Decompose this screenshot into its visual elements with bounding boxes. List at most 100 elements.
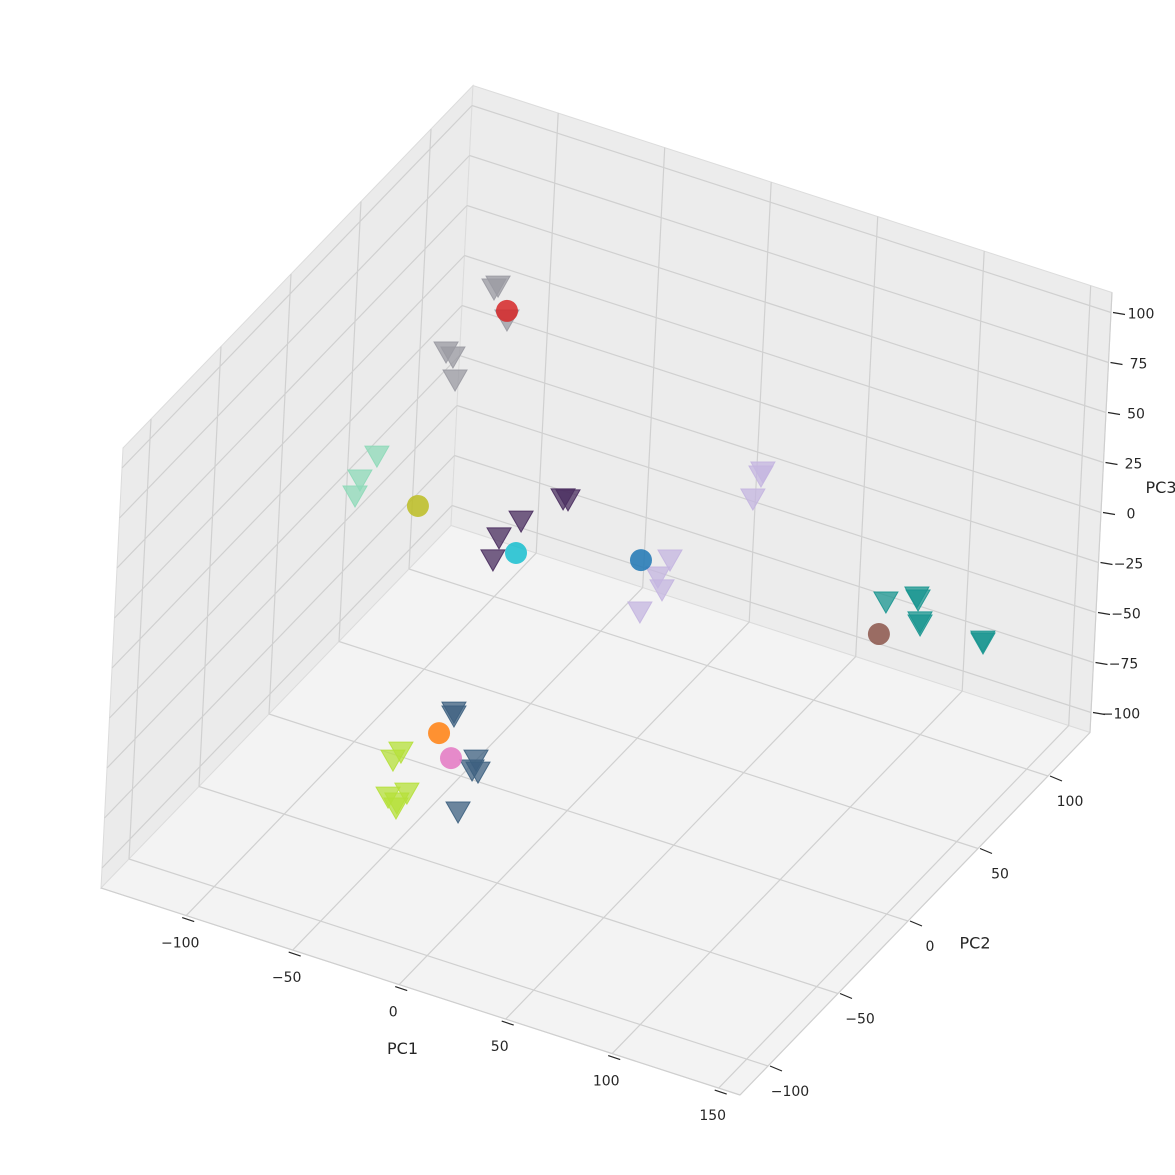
- grid-line: [505, 656, 857, 1020]
- point: [645, 566, 671, 590]
- y-tick-label: 100: [1057, 794, 1084, 810]
- z-tick-label: 75: [1130, 357, 1148, 373]
- x-tick: [608, 1055, 621, 1061]
- grid-line: [101, 505, 453, 869]
- x-axis-title: PC1: [387, 1039, 418, 1058]
- grid-line: [611, 690, 963, 1055]
- point: [905, 589, 931, 612]
- y-axis-line: [739, 732, 1091, 1096]
- point: [627, 601, 653, 625]
- point: [486, 527, 512, 550]
- y-tick: [1049, 775, 1063, 782]
- x-tick-label: 150: [699, 1108, 726, 1124]
- grid-line: [119, 155, 470, 519]
- point: [406, 494, 429, 517]
- point: [495, 299, 518, 322]
- x-tick: [714, 1089, 727, 1095]
- z-tick: [1092, 711, 1106, 716]
- y-tick: [909, 920, 923, 927]
- point: [867, 623, 890, 646]
- grid-line: [104, 455, 455, 819]
- grid-line: [121, 105, 473, 469]
- grid-line: [128, 858, 769, 1067]
- point: [440, 346, 466, 370]
- point: [873, 591, 899, 614]
- point: [555, 489, 581, 512]
- axes: −100 −50 0 50 100 150 −100 −50 0 50 100 −100 −75 −50 −…: [100, 292, 1175, 1124]
- point: [657, 549, 683, 572]
- point: [364, 445, 390, 469]
- y-tick-label: −100: [771, 1084, 809, 1100]
- point: [740, 488, 766, 512]
- z-tick: [1105, 461, 1118, 466]
- point: [748, 465, 774, 489]
- z-tick-label: −50: [1111, 607, 1141, 623]
- grid-line: [268, 713, 909, 922]
- point: [442, 369, 468, 393]
- x-tick-label: 100: [593, 1074, 620, 1090]
- point: [342, 485, 368, 508]
- z-tick: [1095, 661, 1108, 666]
- point: [445, 801, 471, 825]
- x-tick-label: −50: [272, 970, 302, 986]
- grid-line: [408, 568, 1049, 777]
- point: [970, 632, 996, 655]
- point: [347, 469, 373, 493]
- z-tick-label: 50: [1127, 407, 1145, 423]
- x-tick-label: −100: [161, 936, 199, 952]
- z-tick-label: −75: [1109, 657, 1139, 673]
- grid-line: [466, 204, 1107, 414]
- grid-line: [114, 255, 465, 619]
- y-tick: [979, 847, 993, 855]
- grid-line: [456, 404, 1097, 614]
- grid-line: [398, 621, 750, 986]
- point: [649, 579, 675, 602]
- y-axis-title: PC2: [960, 933, 991, 952]
- z-axis-title: PC3: [1146, 478, 1175, 497]
- z-tick: [1097, 611, 1111, 616]
- grid-line: [471, 104, 1112, 314]
- grid-line: [185, 552, 537, 917]
- point: [481, 278, 507, 302]
- grid-line: [116, 205, 468, 569]
- z-tick-label: 0: [1127, 507, 1136, 523]
- point: [505, 541, 528, 564]
- grid-line: [106, 405, 458, 769]
- x-tick-label: 50: [491, 1039, 509, 1055]
- y-tick: [769, 1065, 783, 1072]
- y-tick-label: 50: [991, 867, 1009, 883]
- grid-line: [461, 304, 1102, 514]
- y-tick-label: 0: [926, 939, 935, 955]
- grid-line: [451, 504, 1092, 714]
- point: [383, 797, 409, 821]
- point: [508, 510, 534, 534]
- z-tick: [1112, 311, 1126, 316]
- x-axis-line: [100, 887, 741, 1096]
- z-tick: [1100, 561, 1113, 566]
- point: [907, 614, 933, 638]
- grid-line: [111, 305, 463, 669]
- z-tick: [1110, 361, 1123, 366]
- z-tick: [1107, 411, 1121, 416]
- x-tick: [182, 917, 195, 923]
- x-tick: [288, 951, 301, 957]
- point: [441, 705, 467, 728]
- x-tick: [395, 986, 408, 992]
- z-tick-label: −100: [1102, 707, 1140, 723]
- point: [380, 749, 406, 773]
- x-tick: [501, 1020, 514, 1026]
- y-tick-label: −50: [845, 1012, 875, 1028]
- z-tick-label: −25: [1114, 557, 1144, 573]
- point: [465, 761, 491, 785]
- point: [439, 747, 462, 770]
- z-tick-label: 25: [1125, 457, 1143, 473]
- y-tick: [839, 992, 853, 1000]
- grid: [101, 104, 1112, 1089]
- grid-line: [198, 785, 839, 995]
- z-axis-line: [1089, 292, 1113, 733]
- grid-line: [718, 725, 1070, 1089]
- grid-line: [338, 640, 979, 850]
- z-tick-label: 100: [1128, 307, 1155, 323]
- grid-line: [469, 154, 1109, 364]
